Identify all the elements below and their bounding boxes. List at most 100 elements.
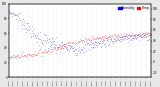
- Point: [105, 46, 107, 47]
- Point: [150, 36, 152, 38]
- Point: [141, 34, 144, 35]
- Point: [113, 40, 116, 42]
- Point: [17, 12, 20, 13]
- Point: [142, 34, 145, 35]
- Point: [54, 46, 57, 48]
- Point: [122, 39, 125, 40]
- Point: [108, 37, 110, 38]
- Point: [100, 41, 103, 42]
- Point: [95, 42, 98, 44]
- Point: [26, 22, 28, 24]
- Point: [68, 50, 70, 51]
- Point: [43, 40, 45, 42]
- Point: [27, 29, 29, 30]
- Point: [64, 45, 66, 46]
- Point: [60, 47, 62, 49]
- Point: [89, 43, 91, 45]
- Point: [9, 12, 11, 13]
- Point: [146, 33, 149, 34]
- Point: [126, 39, 128, 40]
- Point: [150, 34, 152, 35]
- Point: [91, 43, 94, 44]
- Point: [123, 36, 125, 37]
- Point: [106, 37, 108, 38]
- Point: [39, 49, 41, 50]
- Point: [13, 14, 16, 15]
- Point: [101, 36, 103, 37]
- Point: [44, 51, 47, 53]
- Point: [129, 34, 132, 35]
- Point: [102, 36, 104, 38]
- Point: [113, 37, 116, 39]
- Point: [16, 56, 19, 57]
- Point: [134, 36, 137, 37]
- Point: [44, 49, 46, 50]
- Point: [78, 49, 80, 51]
- Point: [38, 48, 41, 49]
- Point: [46, 41, 49, 43]
- Point: [16, 56, 19, 57]
- Point: [25, 54, 28, 55]
- Point: [93, 38, 95, 39]
- Point: [47, 47, 49, 49]
- Point: [118, 36, 120, 37]
- Point: [99, 42, 101, 44]
- Point: [58, 47, 60, 48]
- Point: [144, 33, 146, 34]
- Point: [80, 41, 83, 43]
- Point: [35, 54, 37, 55]
- Point: [50, 43, 53, 45]
- Point: [69, 41, 71, 42]
- Point: [115, 34, 118, 36]
- Point: [109, 35, 111, 36]
- Point: [146, 33, 148, 34]
- Point: [64, 50, 67, 52]
- Point: [18, 17, 21, 18]
- Point: [96, 38, 99, 40]
- Point: [140, 35, 143, 36]
- Point: [83, 40, 85, 42]
- Point: [42, 43, 44, 45]
- Point: [82, 40, 85, 42]
- Point: [111, 36, 114, 37]
- Point: [51, 50, 53, 52]
- Point: [114, 35, 116, 36]
- Point: [15, 18, 18, 20]
- Point: [42, 51, 45, 53]
- Point: [114, 41, 117, 42]
- Point: [147, 38, 150, 40]
- Point: [102, 44, 105, 45]
- Point: [21, 52, 24, 53]
- Point: [81, 39, 84, 40]
- Point: [102, 38, 105, 39]
- Point: [138, 34, 141, 35]
- Point: [108, 44, 111, 45]
- Point: [122, 36, 124, 37]
- Point: [12, 13, 15, 14]
- Point: [131, 37, 133, 38]
- Point: [67, 48, 70, 50]
- Point: [128, 34, 130, 36]
- Point: [68, 41, 71, 43]
- Point: [105, 37, 108, 38]
- Point: [9, 57, 12, 58]
- Point: [136, 33, 139, 34]
- Point: [88, 49, 91, 51]
- Point: [79, 51, 82, 53]
- Point: [51, 51, 54, 52]
- Point: [109, 36, 112, 38]
- Point: [97, 44, 99, 46]
- Point: [128, 35, 131, 37]
- Point: [148, 33, 150, 34]
- Legend: Humidity, Temp: Humidity, Temp: [117, 5, 150, 10]
- Point: [30, 53, 33, 55]
- Point: [123, 33, 126, 34]
- Point: [121, 36, 123, 37]
- Point: [37, 51, 39, 53]
- Point: [142, 33, 144, 35]
- Point: [91, 48, 93, 49]
- Point: [59, 51, 61, 52]
- Point: [90, 47, 92, 48]
- Point: [26, 54, 28, 56]
- Point: [24, 31, 27, 32]
